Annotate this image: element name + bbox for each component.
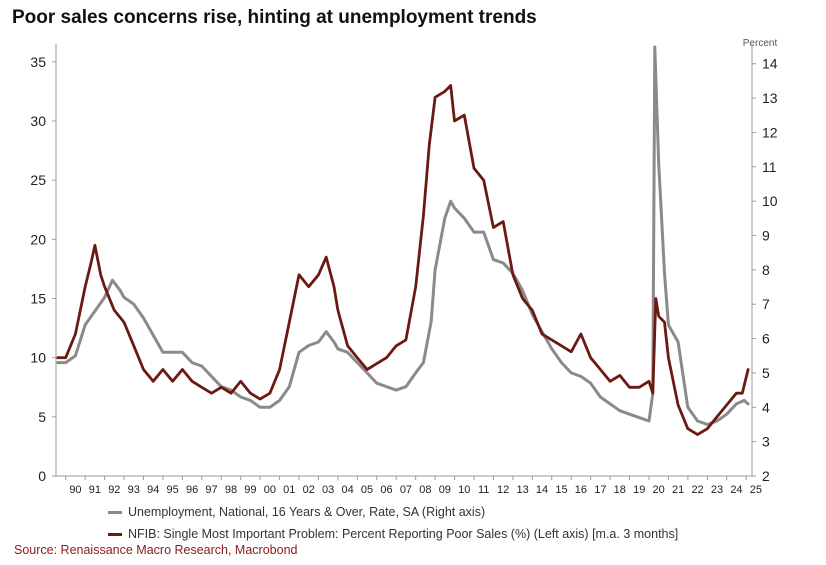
right-axis-tick-label: 13 (762, 90, 778, 106)
right-axis-tick-label: 8 (762, 262, 770, 278)
x-axis-tick-label: 19 (633, 484, 645, 496)
x-axis-tick-label: 03 (322, 484, 334, 496)
right-axis-tick-label: 6 (762, 331, 770, 347)
legend-swatch-poor-sales (108, 532, 122, 536)
x-axis-tick-label: 20 (653, 484, 665, 496)
x-axis-tick-label: 21 (672, 484, 684, 496)
x-axis-tick-label: 05 (361, 484, 373, 496)
left-axis-tick-label: 25 (30, 172, 46, 188)
x-axis-tick-label: 00 (264, 484, 276, 496)
right-axis-tick-label: 3 (762, 434, 770, 450)
right-axis-tick-label: 10 (762, 193, 778, 209)
right-axis-tick-label: 11 (762, 159, 777, 175)
left-axis-tick-label: 20 (30, 231, 46, 247)
x-axis-tick-label: 22 (691, 484, 703, 496)
unemployment-line (56, 45, 750, 426)
x-axis-tick-label: 08 (419, 484, 431, 496)
x-axis-tick-label: 92 (108, 484, 120, 496)
left-axis-tick-label: 30 (30, 113, 46, 129)
right-axis-tick-label: 4 (762, 399, 770, 415)
legend-item-unemployment: Unemployment, National, 16 Years & Over,… (108, 503, 678, 521)
left-axis-tick-label: 10 (30, 350, 46, 366)
x-axis-tick-label: 01 (283, 484, 295, 496)
x-axis-tick-label: 16 (575, 484, 587, 496)
legend-label-unemployment: Unemployment, National, 16 Years & Over,… (128, 505, 486, 519)
x-axis-tick-label: 93 (128, 484, 140, 496)
left-axis-tick-label: 5 (38, 409, 46, 425)
x-axis-tick-label: 91 (89, 484, 101, 496)
x-axis-tick-label: 17 (594, 484, 606, 496)
x-axis-tick-label: 04 (341, 484, 353, 496)
legend: Unemployment, National, 16 Years & Over,… (108, 503, 678, 547)
right-axis-tick-label: 5 (762, 365, 770, 381)
source-note: Source: Renaissance Macro Research, Macr… (14, 543, 298, 557)
x-axis-tick-label: 10 (458, 484, 470, 496)
x-axis-tick-label: 06 (380, 484, 392, 496)
x-axis-tick-label: 95 (167, 484, 179, 496)
x-axis-tick-label: 13 (516, 484, 528, 496)
x-axis-tick-label: 25 (750, 484, 762, 496)
right-axis-tick-label: 12 (762, 124, 778, 140)
right-axis-tick-label: 9 (762, 228, 770, 244)
x-axis-tick-label: 97 (205, 484, 217, 496)
x-axis-tick-label: 90 (69, 484, 81, 496)
x-axis-tick-label: 24 (730, 484, 742, 496)
left-axis-tick-label: 15 (30, 291, 46, 307)
x-axis-tick-label: 07 (400, 484, 412, 496)
right-axis-tick-label: 2 (762, 468, 770, 484)
x-axis-tick-label: 09 (439, 484, 451, 496)
x-axis-tick-label: 14 (536, 484, 548, 496)
poor-sales-line (56, 84, 750, 436)
x-axis-tick-label: 11 (478, 484, 489, 496)
left-axis-tick-label: 0 (38, 468, 46, 484)
right-axis-tick-label: 7 (762, 296, 770, 312)
series-lines (56, 45, 750, 436)
chart-title: Poor sales concerns rise, hinting at une… (12, 7, 537, 28)
x-axis-tick-label: 15 (555, 484, 567, 496)
x-axis-tick-label: 96 (186, 484, 198, 496)
x-axis-tick-label: 99 (244, 484, 256, 496)
x-axis-tick-label: 23 (711, 484, 723, 496)
x-axis-tick-label: 12 (497, 484, 509, 496)
x-axis-tick-label: 94 (147, 484, 159, 496)
x-axis-tick-label: 98 (225, 484, 237, 496)
right-axis-unit-label: Percent (743, 38, 778, 49)
legend-label-poor-sales: NFIB: Single Most Important Problem: Per… (128, 527, 679, 541)
left-axis-tick-label: 35 (30, 54, 46, 70)
x-axis-tick-label: 02 (303, 484, 315, 496)
legend-swatch-unemployment (108, 510, 122, 514)
right-axis-tick-label: 14 (762, 56, 778, 72)
legend-item-poor-sales: NFIB: Single Most Important Problem: Per… (108, 525, 678, 543)
x-axis-tick-label: 18 (614, 484, 626, 496)
